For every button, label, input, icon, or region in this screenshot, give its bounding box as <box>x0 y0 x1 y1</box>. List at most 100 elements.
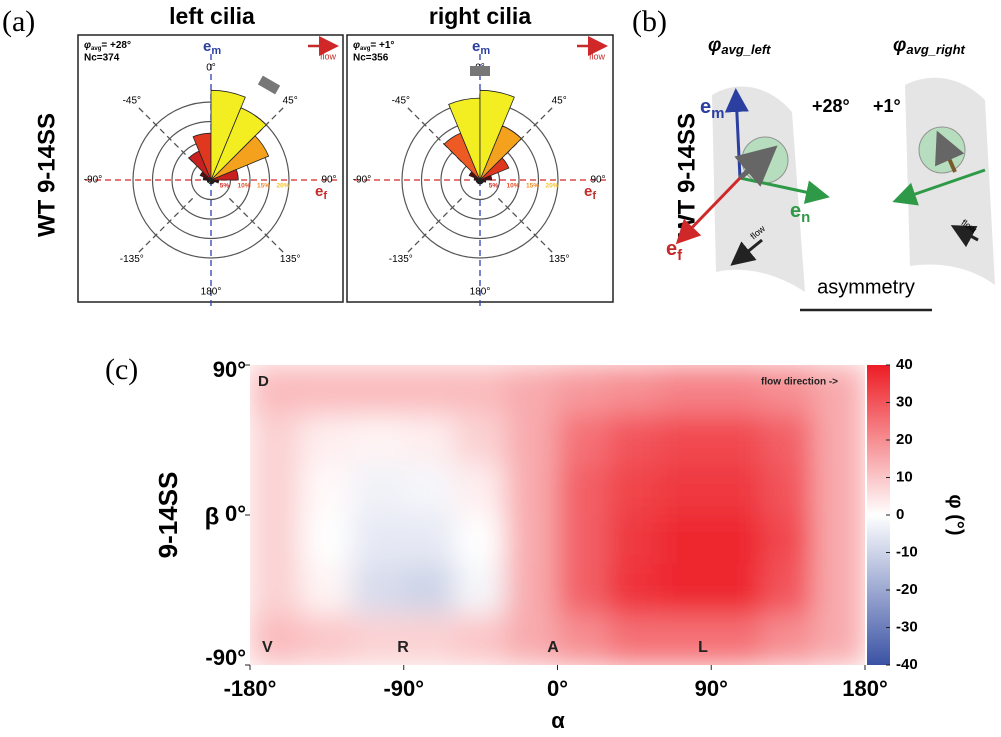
rose-wedge <box>210 179 214 185</box>
heatmap-cell <box>710 414 763 466</box>
heatmap-cell <box>352 365 405 416</box>
heatmap-cell <box>557 614 610 665</box>
subscript: m <box>711 105 724 122</box>
heatmap-cell <box>505 514 558 566</box>
phi-label: φavg= +28° <box>84 40 131 52</box>
annotation: V <box>262 639 273 656</box>
heatmap <box>250 365 865 665</box>
heatmap-cell <box>762 464 815 516</box>
heatmap-cell <box>762 614 815 665</box>
heatmap-cell <box>762 414 815 466</box>
heatmap-cell <box>454 414 507 466</box>
surface <box>712 86 805 293</box>
heatmap-cell <box>659 564 712 616</box>
heatmap-cell <box>454 464 507 516</box>
heatmap-cell <box>300 365 353 416</box>
y-tick-label: 0° <box>225 501 246 526</box>
rose-wedge <box>479 175 493 181</box>
annotation: flow direction -> <box>761 377 838 388</box>
theta-grid-line <box>137 197 194 254</box>
x-tick-label: -90° <box>383 676 424 701</box>
axis-label-part: f <box>323 190 327 202</box>
heatmap-cell <box>813 464 865 516</box>
phi-label-part: = +1° <box>370 40 394 51</box>
rose-wedge <box>479 179 483 185</box>
heatmap-cell <box>762 564 815 616</box>
panel-label: (b) <box>632 5 667 38</box>
axis-label-part: e <box>315 183 323 200</box>
heatmap-cell <box>505 464 558 516</box>
panel-label: (c) <box>105 353 138 386</box>
theta-tick-label: 45° <box>283 95 298 106</box>
theta-tick-label: -90° <box>353 175 371 186</box>
colorbar-tick-label: 20 <box>896 431 913 448</box>
y-axis-label: β <box>205 503 220 530</box>
radial-tick-label: 20% <box>276 183 289 190</box>
cone <box>918 126 966 174</box>
rose-wedge <box>479 89 515 181</box>
heatmap-cell <box>250 514 302 566</box>
subscript: f <box>677 247 683 264</box>
colorbar-tick-label: -10 <box>896 543 918 560</box>
heatmap-cell <box>762 514 815 566</box>
heatmap-cell <box>813 514 865 566</box>
heatmap-cell <box>762 365 815 416</box>
x-tick-label: 0° <box>547 676 568 701</box>
heatmap-cell <box>659 414 712 466</box>
heatmap-cell <box>352 414 405 466</box>
radial-tick-label: 15% <box>526 183 539 190</box>
cilium-icon <box>470 66 490 76</box>
theta-tick-label: -135° <box>120 254 144 265</box>
axis-label-part: e <box>472 38 480 55</box>
heatmap-cell <box>659 464 712 516</box>
cilium-icon <box>257 75 281 95</box>
row-label: 9-14SS <box>153 472 183 559</box>
heatmap-cell <box>300 564 353 616</box>
diagram-title: φavg_right <box>893 35 966 57</box>
heatmap-cell <box>505 414 558 466</box>
heatmap-cell <box>403 464 456 516</box>
heatmap-cell <box>659 514 712 566</box>
theta-tick-label: -45° <box>392 95 410 106</box>
heatmap-cell <box>250 414 302 466</box>
angle-label: +1° <box>873 96 901 116</box>
phi-label-part: avg <box>91 46 102 52</box>
x-tick-label: 90° <box>695 676 728 701</box>
heatmap-cell <box>454 614 507 665</box>
x-tick-label: -180° <box>224 676 277 701</box>
phi-label-part: avg <box>360 46 371 52</box>
flow-arrow <box>950 225 979 248</box>
heatmap-cell <box>710 464 763 516</box>
count-label: Nc=356 <box>353 53 389 64</box>
theta-grid-line <box>137 106 194 163</box>
colorbar-tick-label: 0 <box>896 506 904 523</box>
heatmap-cell <box>608 614 661 665</box>
axis-label: em <box>203 38 221 57</box>
heatmap-cell <box>454 564 507 616</box>
cone <box>741 136 789 184</box>
phi-label-part: φ <box>353 40 360 51</box>
axis-label-part: f <box>592 190 596 202</box>
rose-wedge <box>479 125 522 181</box>
heatmap-cell <box>608 564 661 616</box>
diagram-title: φavg_left <box>708 35 771 57</box>
theta-tick-label: 90° <box>590 175 605 186</box>
theta-tick-label: 135° <box>280 254 301 265</box>
heatmap-cell <box>300 464 353 516</box>
flow-arrow <box>730 238 763 266</box>
radial-tick-label: 15% <box>257 183 270 190</box>
cilium-arrow <box>734 145 778 187</box>
heatmap-cell <box>403 564 456 616</box>
heatmap-cell <box>710 365 763 416</box>
theta-grid-line <box>497 197 554 254</box>
radial-tick-label: 20% <box>545 183 558 190</box>
heatmap-cell <box>352 464 405 516</box>
theta-grid-line <box>228 197 285 254</box>
heatmap-cell <box>813 365 865 416</box>
heatmap-cell <box>403 514 456 566</box>
colorbar-tick-label: 10 <box>896 468 913 485</box>
theta-tick-label: 180° <box>470 287 491 298</box>
radial-tick-label: 5% <box>220 183 230 190</box>
heatmap-cell <box>557 414 610 466</box>
